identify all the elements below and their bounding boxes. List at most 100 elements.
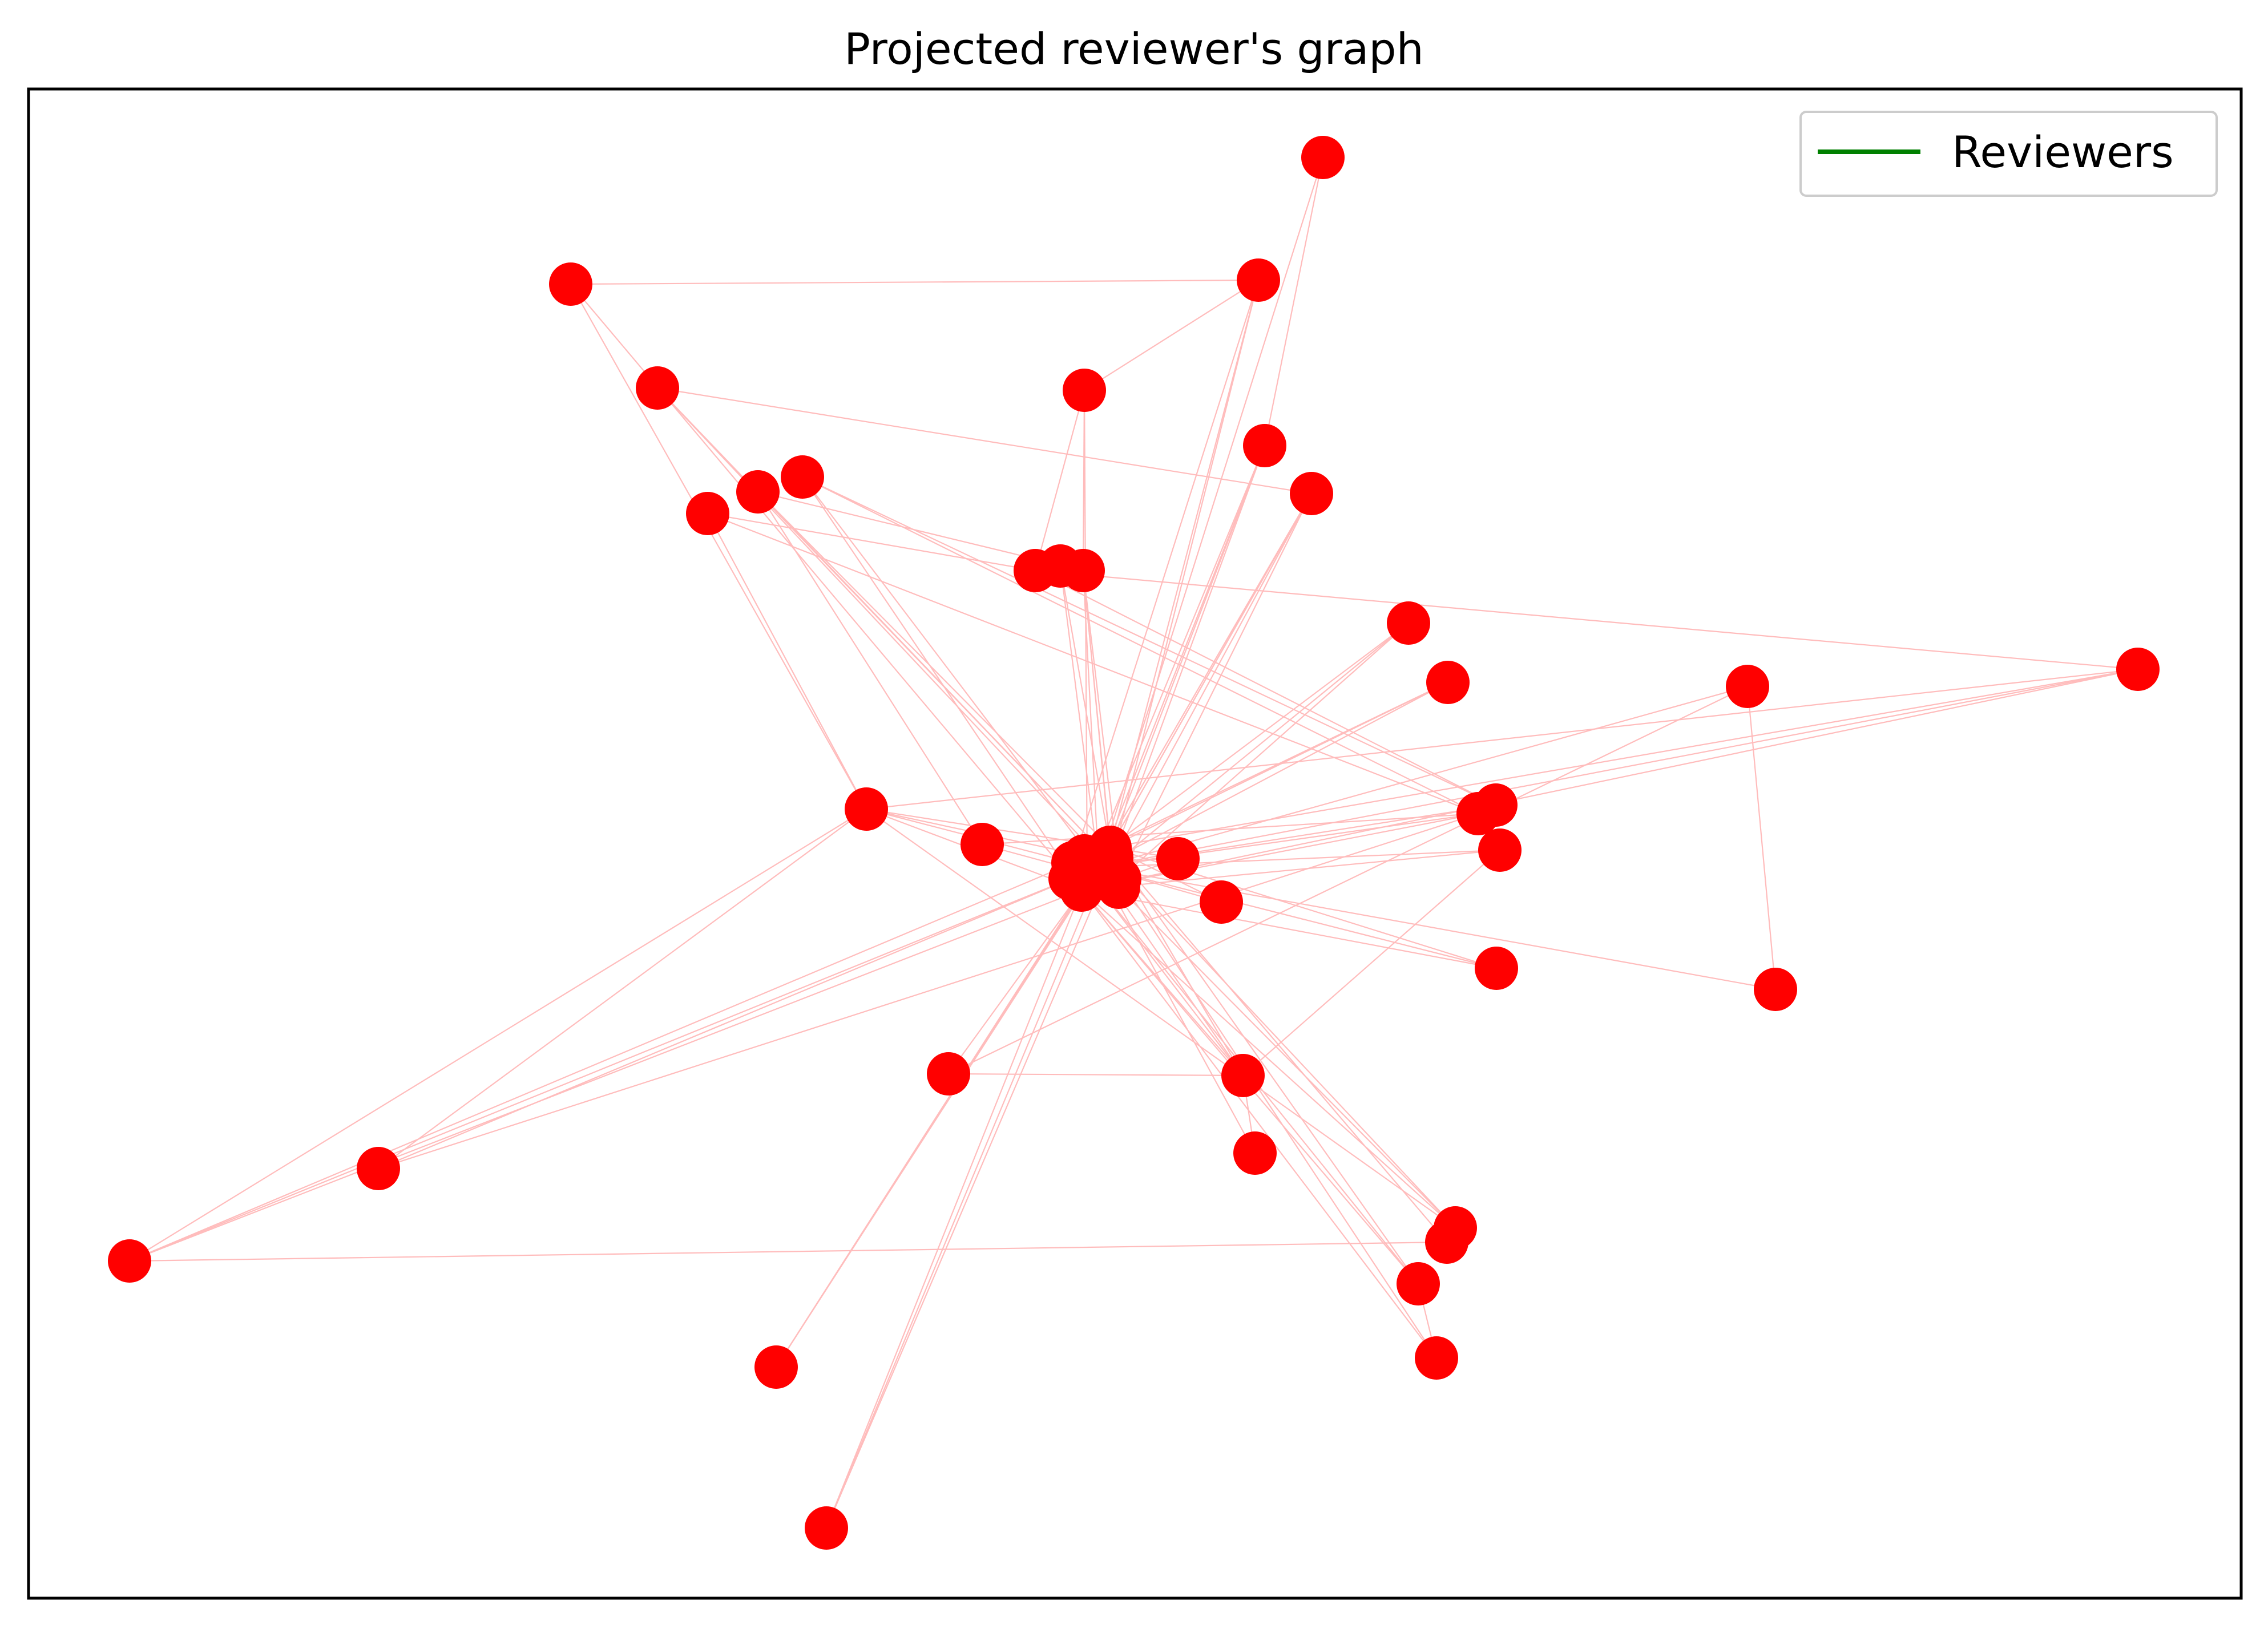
graph-node (1426, 661, 1470, 704)
graph-edge (1034, 390, 1085, 571)
graph-node (1301, 136, 1345, 179)
graph-node (927, 1052, 970, 1096)
graph-node (1425, 1220, 1468, 1264)
graph-node (1200, 880, 1243, 924)
graph-node (736, 470, 780, 514)
graph-edge (825, 847, 1111, 1529)
graph-edge (1098, 866, 1497, 969)
graph-edge (1035, 569, 2138, 670)
graph-node (1387, 601, 1430, 645)
graph-node (845, 787, 888, 831)
graph-node (636, 366, 679, 410)
graph-edge (129, 846, 1111, 1262)
graph-node (1415, 1336, 1458, 1380)
graph-edge (378, 812, 1479, 1170)
graph-edge (1242, 850, 1500, 1076)
graph-node (1243, 424, 1286, 467)
graph-edge (1080, 445, 1266, 891)
graph-edge (1109, 847, 1447, 1243)
graph-node (1475, 947, 1518, 990)
graph-edge (129, 809, 867, 1262)
legend: Reviewers (1799, 111, 2218, 197)
graph-node (1397, 1262, 1440, 1305)
graph-edge (1109, 847, 1419, 1284)
graph-node (686, 492, 729, 535)
graph-edge (866, 668, 2138, 810)
graph-edge (1081, 493, 1312, 891)
graph-edge (1035, 570, 1496, 806)
graph-edge (802, 476, 1496, 806)
graph-edge (570, 284, 867, 810)
graph-node (1754, 968, 1797, 1011)
graph-node (1063, 369, 1106, 412)
graph-edge (1059, 565, 1100, 868)
graph-node (1097, 866, 1140, 909)
graph-edge (1084, 280, 1259, 391)
graph-edge (948, 1073, 1244, 1077)
graph-edge (1081, 890, 1437, 1359)
graph-edge (1072, 280, 1260, 863)
graph-edge (1097, 445, 1266, 868)
graph-node (805, 1506, 848, 1550)
chart-title: Projected reviewer's graph (844, 23, 1424, 74)
graph-edge (1098, 867, 1256, 1154)
graph-node (357, 1147, 400, 1190)
graph-node (1048, 857, 1092, 900)
graph-edge (1264, 157, 1324, 446)
graph-edge (1072, 682, 1448, 863)
graph-node (754, 1345, 798, 1389)
graph-edge (757, 491, 983, 845)
graph-node (2116, 648, 2160, 691)
graph-edge (1119, 878, 1437, 1359)
graph-edge (802, 476, 1479, 814)
graph-edge (982, 812, 1479, 846)
graph-edge (802, 476, 1082, 891)
graph-edge (1109, 622, 1409, 848)
graph-edge (129, 1241, 1447, 1262)
graph-edge (129, 866, 1099, 1262)
graph-edge (1109, 668, 2138, 848)
graph-edge (757, 491, 1112, 862)
graph-edge (1081, 849, 1500, 891)
graph-node (1237, 258, 1280, 302)
legend-box (1799, 111, 2218, 197)
graph-node (1156, 837, 1200, 880)
graph-edge (1109, 280, 1260, 848)
graph-edge (570, 279, 1259, 285)
graph-edge (1081, 668, 2138, 891)
graph-edge (1082, 570, 1111, 848)
graph-edge (1119, 622, 1409, 879)
graph-edge (1111, 280, 1260, 862)
graph-node (1039, 544, 1082, 588)
graph-node (549, 262, 592, 306)
graph-edge (825, 890, 1083, 1529)
graph-edge (1746, 686, 1777, 990)
graph-edge (378, 809, 867, 1169)
graph-node (1290, 472, 1333, 515)
graph-edge (657, 387, 1120, 879)
graph-edge (825, 861, 1113, 1529)
graph-node (961, 823, 1004, 866)
graph-node (108, 1239, 151, 1283)
graph-edge (657, 387, 1312, 495)
graph-node (781, 455, 824, 499)
graph-edge (1098, 682, 1448, 868)
graph-edge (707, 513, 867, 810)
graph-edge (1081, 812, 1479, 891)
graph-edge (1111, 861, 1456, 1228)
graph-edge (1098, 685, 1748, 868)
graph-edge (1111, 445, 1266, 862)
graph-edge (866, 809, 1456, 1228)
graph-edge (802, 476, 1099, 868)
graph-edge (1111, 493, 1312, 862)
graph-edge (378, 866, 1099, 1170)
graph-edge (1081, 622, 1409, 891)
graph-edge (1081, 890, 1456, 1228)
graph-edge (757, 491, 1111, 848)
graph-node (1456, 792, 1500, 835)
graph-edge (1083, 390, 1088, 874)
graph-node (1221, 1054, 1265, 1097)
graph-node (1233, 1131, 1277, 1175)
graph-node (1726, 665, 1769, 708)
